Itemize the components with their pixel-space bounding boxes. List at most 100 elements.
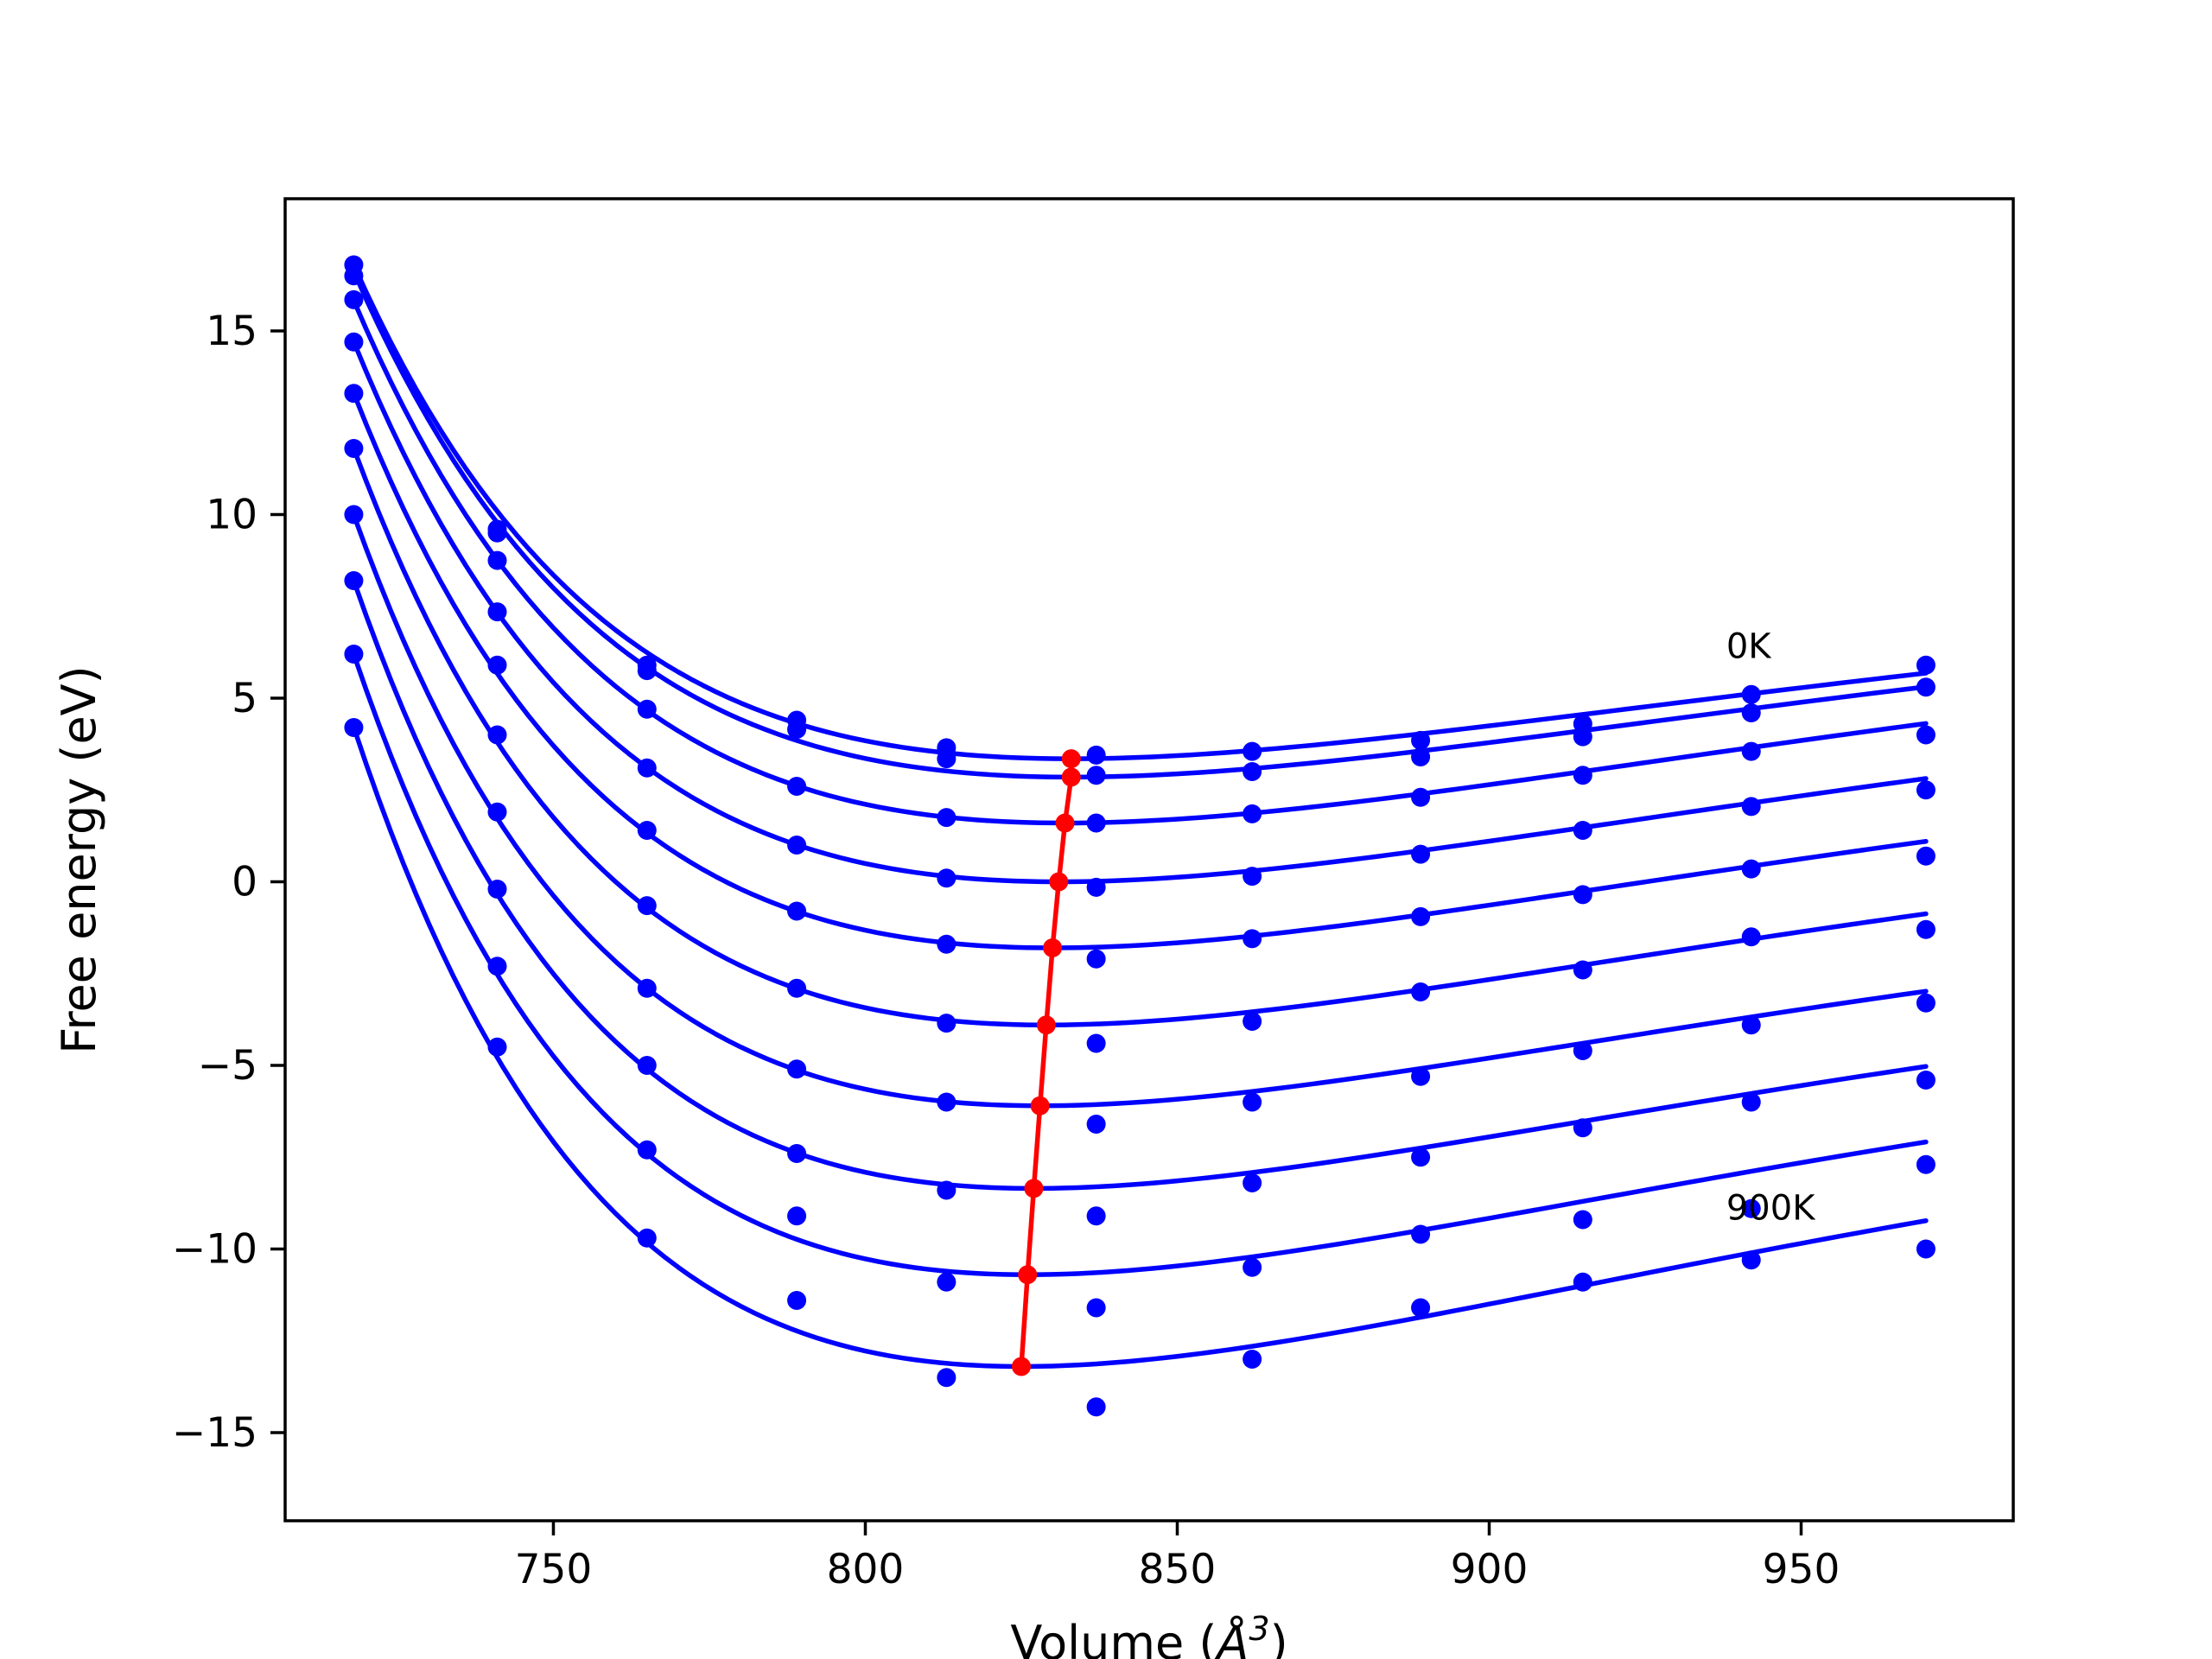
- x-tick-label: 950: [1763, 1546, 1840, 1593]
- data-point-800K: [937, 1272, 957, 1292]
- data-point-500K: [1086, 1033, 1106, 1053]
- data-point-500K: [487, 725, 507, 745]
- data-point-500K: [937, 1014, 957, 1033]
- data-point-400K: [1411, 906, 1431, 926]
- data-point-500K: [787, 978, 807, 998]
- data-point-900K: [344, 718, 364, 737]
- data-point-300K: [344, 332, 364, 352]
- data-point-100K: [637, 661, 657, 681]
- data-point-500K: [1741, 927, 1761, 947]
- data-point-800K: [1741, 1198, 1761, 1218]
- minima-point: [1024, 1179, 1044, 1198]
- data-point-400K: [1243, 929, 1262, 949]
- data-point-100K: [1741, 703, 1761, 722]
- data-point-100K: [1086, 766, 1106, 785]
- annotation-900K: 900K: [1726, 1189, 1816, 1229]
- fit-curve-300K: [351, 339, 1929, 885]
- minima-point: [1061, 749, 1081, 769]
- y-tick-label: −10: [172, 1226, 257, 1274]
- data-point-700K: [1243, 1173, 1262, 1192]
- minima-point: [1030, 1096, 1050, 1116]
- data-point-800K: [344, 645, 364, 664]
- data-point-100K: [937, 749, 957, 769]
- data-point-200K: [1916, 725, 1936, 745]
- data-point-0K: [1916, 655, 1936, 675]
- data-point-700K: [1741, 1092, 1761, 1112]
- data-point-200K: [787, 777, 807, 796]
- data-point-600K: [787, 1059, 807, 1079]
- data-point-500K: [1916, 919, 1936, 939]
- fit-curve-100K: [351, 269, 1929, 780]
- x-tick-label: 850: [1139, 1546, 1217, 1593]
- data-point-100K: [1573, 727, 1592, 747]
- data-point-300K: [1243, 867, 1262, 887]
- fit-curve-900K: [351, 724, 1929, 1370]
- data-point-700K: [1411, 1147, 1431, 1167]
- data-point-200K: [1741, 741, 1761, 761]
- data-point-200K: [1411, 787, 1431, 807]
- data-point-700K: [937, 1180, 957, 1200]
- data-point-200K: [637, 699, 657, 719]
- data-point-400K: [487, 655, 507, 675]
- data-point-300K: [637, 758, 657, 778]
- data-point-600K: [487, 802, 507, 822]
- data-point-700K: [787, 1144, 807, 1163]
- x-axis-label: Volume (Å3): [1010, 1610, 1287, 1659]
- data-point-900K: [487, 1037, 507, 1057]
- fit-curve-700K: [351, 578, 1929, 1192]
- data-point-800K: [1086, 1298, 1106, 1318]
- data-point-600K: [1411, 1066, 1431, 1086]
- data-point-800K: [1243, 1257, 1262, 1277]
- minima-line: [1019, 756, 1074, 1370]
- fit-curve-800K: [351, 652, 1929, 1277]
- data-point-300K: [787, 836, 807, 855]
- data-point-300K: [1741, 797, 1761, 817]
- minima-point: [1055, 813, 1075, 833]
- data-point-900K: [937, 1368, 957, 1388]
- y-tick-label: 10: [206, 492, 257, 539]
- data-point-600K: [1243, 1092, 1262, 1112]
- data-point-900K: [1573, 1272, 1592, 1292]
- data-point-400K: [1741, 859, 1761, 879]
- data-point-400K: [344, 384, 364, 404]
- data-point-200K: [937, 808, 957, 828]
- data-point-600K: [1573, 1041, 1592, 1060]
- data-point-100K: [787, 720, 807, 740]
- data-point-500K: [344, 439, 364, 458]
- data-point-0K: [1086, 745, 1106, 765]
- data-point-0K: [1411, 730, 1431, 750]
- data-point-200K: [487, 550, 507, 570]
- data-point-800K: [1411, 1224, 1431, 1244]
- data-point-800K: [1573, 1210, 1592, 1230]
- data-point-900K: [1741, 1250, 1761, 1270]
- data-point-600K: [937, 1092, 957, 1112]
- data-point-700K: [487, 880, 507, 899]
- data-point-200K: [1243, 804, 1262, 823]
- data-point-100K: [1243, 762, 1262, 781]
- data-point-0K: [1243, 741, 1262, 761]
- data-point-900K: [1411, 1298, 1431, 1318]
- annotation-0K: 0K: [1726, 626, 1772, 666]
- y-tick-label: 15: [206, 308, 257, 355]
- data-point-100K: [1411, 747, 1431, 766]
- data-point-100K: [487, 523, 507, 543]
- minima-point: [1043, 938, 1063, 957]
- fit-curve-500K: [351, 446, 1929, 1027]
- data-point-700K: [1916, 1071, 1936, 1090]
- data-point-600K: [1741, 1015, 1761, 1035]
- data-point-400K: [1573, 885, 1592, 905]
- data-point-900K: [1916, 1239, 1936, 1259]
- data-point-900K: [787, 1291, 807, 1310]
- data-point-400K: [1916, 846, 1936, 866]
- data-point-800K: [787, 1206, 807, 1226]
- data-point-600K: [637, 978, 657, 998]
- data-point-400K: [637, 821, 657, 840]
- data-point-600K: [1086, 1115, 1106, 1134]
- data-point-100K: [1916, 677, 1936, 697]
- minima-point: [1018, 1265, 1038, 1285]
- data-point-600K: [1916, 993, 1936, 1013]
- data-point-700K: [1086, 1206, 1106, 1226]
- y-tick-label: −5: [198, 1042, 257, 1090]
- data-point-300K: [1411, 844, 1431, 864]
